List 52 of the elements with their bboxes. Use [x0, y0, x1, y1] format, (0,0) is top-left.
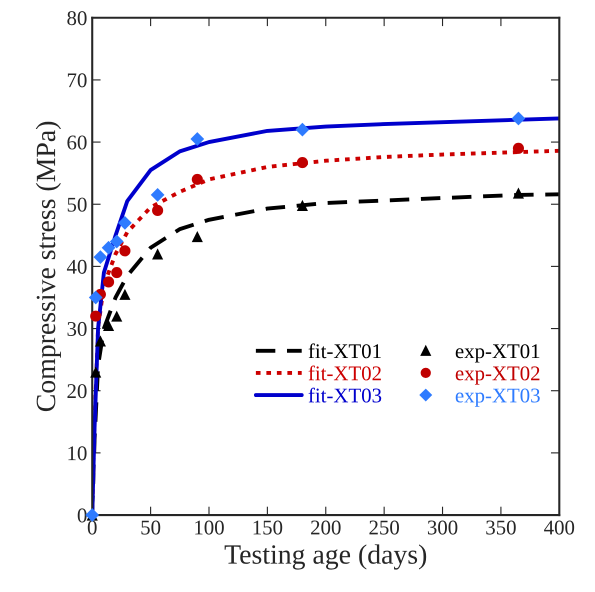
- y-tick-label: 20: [67, 384, 87, 398]
- x-tick-label: 250: [369, 520, 399, 535]
- point: [111, 310, 122, 322]
- point: [152, 248, 164, 260]
- point: [512, 142, 524, 154]
- point: [296, 200, 308, 212]
- y-tick-label: 50: [68, 198, 87, 212]
- x-tick-label: 400: [544, 520, 574, 535]
- point: [118, 216, 132, 230]
- point: [192, 174, 203, 185]
- point: [110, 234, 124, 248]
- point: [512, 112, 526, 126]
- y-tick-label: 10: [68, 446, 87, 460]
- x-axis-title: Testing age (days): [224, 544, 426, 570]
- y-tick-label: 40: [66, 260, 87, 274]
- y-tick-label: 70: [68, 73, 87, 88]
- legend-label: exp-XT01: [456, 344, 540, 362]
- point: [296, 122, 310, 137]
- x-tick-label: 50: [141, 520, 160, 535]
- point: [119, 288, 130, 300]
- point: [94, 250, 108, 264]
- y-tick-label: 0: [78, 508, 87, 522]
- point: [94, 335, 106, 347]
- x-tick-label: 150: [254, 520, 282, 535]
- point: [111, 267, 122, 278]
- legend-label: exp-XT02: [456, 366, 540, 385]
- point: [152, 204, 164, 216]
- point: [192, 231, 203, 242]
- point: [102, 240, 116, 255]
- point: [512, 187, 524, 199]
- legend-label: fit-XT03: [308, 388, 382, 403]
- point: [150, 188, 164, 202]
- x-tick-label: 300: [428, 520, 458, 535]
- point: [90, 310, 102, 322]
- point: [103, 276, 114, 288]
- y-axis-title: Compressive stress (MPa): [36, 122, 61, 412]
- x-tick-label: 100: [195, 520, 224, 535]
- point: [103, 320, 114, 332]
- y-tick-label: 60: [67, 135, 87, 150]
- point: [190, 132, 204, 146]
- y-tick-label: 30: [68, 322, 87, 336]
- point: [88, 290, 103, 304]
- x-tick-label: 350: [486, 520, 516, 535]
- y-tick-label: 80: [67, 11, 87, 26]
- legend-label: exp-XT03: [456, 388, 540, 407]
- x-tick-label: 200: [311, 520, 341, 535]
- legend-label: fit-XT01: [308, 343, 381, 358]
- legend-label: fit-XT02: [308, 366, 381, 380]
- point: [296, 157, 308, 168]
- point: [90, 366, 102, 378]
- point: [119, 245, 130, 256]
- x-tick-label: 0: [88, 520, 97, 535]
